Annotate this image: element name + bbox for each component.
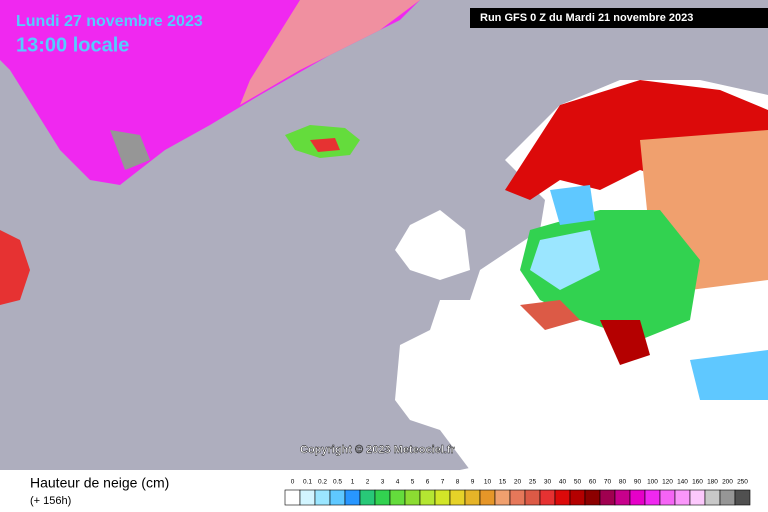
legend-swatch — [314, 489, 331, 506]
legend-value: 200 — [722, 479, 733, 486]
legend-swatch — [344, 489, 361, 506]
legend-swatch — [464, 489, 481, 506]
legend-value: 1 — [351, 479, 355, 486]
legend-title: Hauteur de neige (cm) — [30, 475, 169, 491]
legend-swatch — [719, 489, 736, 506]
legend-swatch — [509, 489, 526, 506]
legend-value: 120 — [662, 479, 673, 486]
date-label: Lundi 27 novembre 2023 — [16, 13, 203, 30]
legend-value: 7 — [441, 479, 445, 486]
legend-lead: (+ 156h) — [30, 495, 71, 507]
legend-swatch — [389, 489, 406, 506]
legend-swatch — [704, 489, 721, 506]
legend-swatch — [614, 489, 631, 506]
legend-swatch — [554, 489, 571, 506]
legend-swatch — [659, 489, 676, 506]
legend-swatch — [404, 489, 421, 506]
legend-swatch — [299, 489, 316, 506]
legend-value: 5 — [411, 479, 415, 486]
north-africa — [460, 430, 768, 470]
run-box — [470, 8, 768, 28]
legend-swatch — [599, 489, 616, 506]
legend-swatch — [569, 489, 586, 506]
legend-value: 0.2 — [318, 479, 327, 486]
snow-turkey — [690, 350, 768, 400]
legend-value: 25 — [529, 479, 537, 486]
legend-value: 180 — [707, 479, 718, 486]
legend-swatch — [584, 489, 601, 506]
copyright: Copyright © 2023 Meteociel.fr — [300, 444, 456, 456]
legend-swatch — [479, 489, 496, 506]
legend-value: 250 — [737, 479, 748, 486]
iceland-core — [310, 138, 340, 152]
legend-swatch — [284, 489, 301, 506]
snow-germany — [530, 230, 600, 290]
legend-value: 80 — [619, 479, 627, 486]
greenland-east — [240, 0, 420, 105]
legend-swatch — [434, 489, 451, 506]
snow-alps — [520, 300, 580, 330]
snow-south-sweden — [550, 185, 595, 225]
legend-swatch — [494, 489, 511, 506]
legend-value: 60 — [589, 479, 597, 486]
legend-swatch — [734, 489, 751, 506]
legend-value: 90 — [634, 479, 642, 486]
legend-value: 50 — [574, 479, 582, 486]
legend-swatch — [629, 489, 646, 506]
legend-value: 2 — [366, 479, 370, 486]
legend-swatch — [359, 489, 376, 506]
legend-value: 6 — [426, 479, 430, 486]
legend-value: 3 — [381, 479, 385, 486]
legend-value: 30 — [544, 479, 552, 486]
legend-value: 100 — [647, 479, 658, 486]
legend-value: 20 — [514, 479, 522, 486]
baffin — [0, 230, 30, 305]
time-label: 13:00 locale — [16, 34, 129, 56]
british-isles — [395, 210, 470, 280]
legend-value: 40 — [559, 479, 567, 486]
snow-balkans — [600, 320, 650, 365]
run-label: Run GFS 0 Z du Mardi 21 novembre 2023 — [480, 12, 693, 24]
legend-swatch — [374, 489, 391, 506]
legend-value: 0.1 — [303, 479, 312, 486]
legend-value: 9 — [471, 479, 475, 486]
legend-value: 15 — [499, 479, 507, 486]
legend-value: 140 — [677, 479, 688, 486]
legend-swatch — [539, 489, 556, 506]
legend-swatch — [524, 489, 541, 506]
greenland-peak — [110, 130, 150, 170]
legend-swatch — [689, 489, 706, 506]
legend-value: 10 — [484, 479, 492, 486]
legend-value: 70 — [604, 479, 612, 486]
legend-value: 0 — [291, 479, 295, 486]
legend-swatch — [674, 489, 691, 506]
legend-swatch — [419, 489, 436, 506]
legend-swatch — [329, 489, 346, 506]
legend-value: 0.5 — [333, 479, 342, 486]
legend-value: 8 — [456, 479, 460, 486]
legend-value: 4 — [396, 479, 400, 486]
legend-swatch — [449, 489, 466, 506]
legend-swatch — [644, 489, 661, 506]
legend-value: 160 — [692, 479, 703, 486]
